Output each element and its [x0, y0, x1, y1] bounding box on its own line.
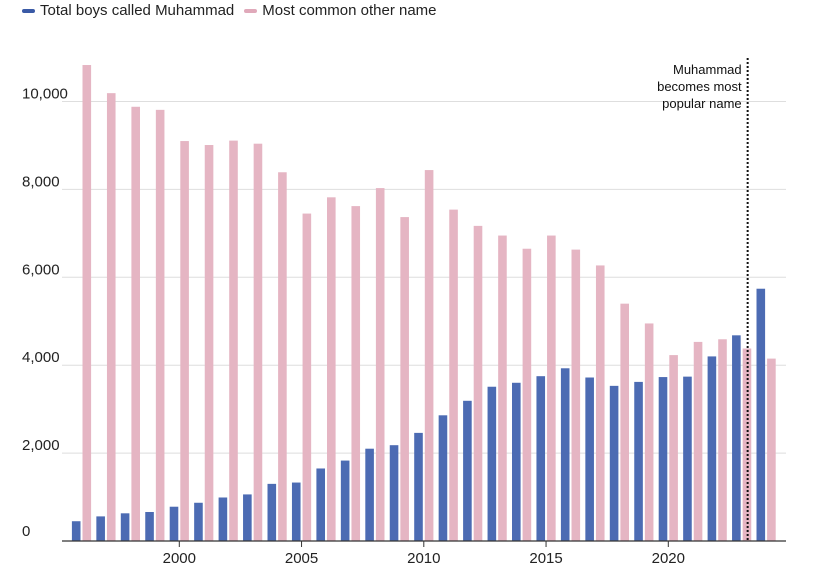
bar-other-name [204, 145, 214, 541]
bar-muhammad [512, 382, 521, 541]
bar-other-name [180, 141, 189, 541]
annotation-text: popular name [662, 96, 742, 111]
y-tick-label: 6,000 [22, 261, 60, 278]
bar-muhammad [683, 376, 692, 541]
bar-muhammad [316, 468, 325, 541]
bar-other-name [742, 348, 752, 541]
legend-item-muhammad: Total boys called Muhammad [22, 2, 234, 19]
bar-muhammad [756, 288, 766, 541]
y-tick-label: 0 [22, 523, 30, 540]
bar-other-name [155, 109, 165, 542]
bar-muhammad [463, 400, 472, 541]
y-tick-label: 4,000 [22, 349, 60, 366]
bar-other-name [82, 65, 92, 542]
bar-muhammad [536, 376, 546, 541]
annotation-text: becomes most [657, 79, 742, 94]
bar-muhammad [169, 506, 179, 541]
bar-other-name [327, 197, 336, 541]
legend-item-other: Most common other name [244, 2, 437, 19]
bar-other-name [767, 358, 776, 541]
legend-label-other: Most common other name [262, 2, 437, 19]
bar-other-name [106, 93, 116, 541]
bar-muhammad [340, 460, 350, 541]
bar-other-name [253, 143, 263, 541]
bar-other-name [278, 172, 287, 541]
chart-legend: Total boys called Muhammad Most common o… [22, 2, 447, 19]
bar-muhammad [707, 356, 717, 541]
bar-muhammad [658, 377, 668, 541]
bar-muhammad [634, 381, 643, 541]
bar-other-name [229, 140, 238, 542]
bar-muhammad [291, 482, 301, 541]
bar-other-name [571, 249, 581, 541]
bar-muhammad [365, 448, 374, 541]
bar-other-name [718, 339, 727, 541]
x-tick-label: 2010 [407, 550, 440, 567]
bar-other-name [547, 235, 556, 542]
y-tick-label: 10,000 [22, 86, 68, 103]
bar-other-name [522, 248, 532, 542]
legend-swatch-muhammad [22, 8, 35, 13]
bar-muhammad [560, 368, 570, 541]
bar-muhammad [487, 386, 497, 541]
x-tick-label: 2005 [285, 550, 318, 567]
bar-muhammad [585, 377, 594, 541]
bar-other-name [644, 323, 654, 541]
y-tick-label: 2,000 [22, 437, 60, 454]
bar-other-name [595, 265, 605, 541]
bar-other-name [693, 341, 703, 541]
bar-muhammad [732, 335, 741, 541]
bar-other-name [375, 188, 385, 542]
y-axis-tick-labels: 0 2,000 4,000 6,000 8,000 10,000 [22, 86, 68, 541]
legend-label-muhammad: Total boys called Muhammad [40, 2, 235, 19]
bar-other-name [473, 225, 483, 542]
bar-muhammad [389, 445, 399, 541]
bar-muhammad [609, 385, 619, 541]
y-tick-label: 8,000 [22, 173, 60, 190]
bar-muhammad [218, 497, 228, 541]
bar-other-name [351, 206, 361, 541]
bar-other-name [498, 235, 507, 542]
bar-other-name [449, 209, 458, 541]
legend-swatch-other [244, 8, 258, 13]
bar-muhammad [438, 415, 448, 541]
bar-other-name [620, 303, 629, 541]
bar-other-name [669, 355, 678, 541]
bar-muhammad [145, 511, 154, 541]
x-tick-label: 2015 [529, 550, 562, 567]
x-tick-label: 2000 [163, 550, 196, 567]
annotation-text: Muhammad [673, 62, 742, 77]
annotation: Muhammad becomes most popular name [657, 58, 749, 541]
x-axis-ticks: 2000 2005 2010 2015 2020 [163, 541, 685, 567]
x-tick-label: 2020 [652, 550, 685, 567]
bar-other-name [424, 170, 434, 541]
bars [71, 65, 776, 542]
bar-muhammad [194, 502, 203, 541]
bar-muhammad [243, 494, 252, 541]
bar-other-name [400, 217, 409, 541]
bar-muhammad [71, 521, 81, 541]
bar-muhammad [414, 432, 423, 541]
bar-muhammad [120, 513, 130, 541]
bar-muhammad [267, 483, 277, 541]
bar-other-name [131, 106, 140, 542]
bar-muhammad [96, 516, 105, 541]
bar-other-name [302, 213, 312, 541]
